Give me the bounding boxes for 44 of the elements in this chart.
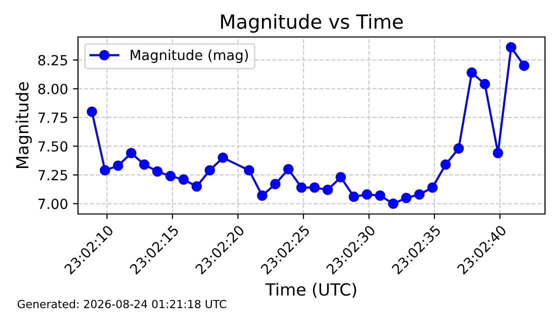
point	[256, 190, 268, 201]
legend-label: Magnitude (mag)	[130, 50, 248, 63]
point	[440, 159, 451, 170]
point	[401, 192, 412, 204]
point	[414, 189, 425, 200]
point	[453, 143, 464, 154]
point	[322, 184, 333, 196]
y-tick-label: 8.25	[38, 54, 68, 66]
point	[270, 178, 281, 190]
point	[139, 159, 150, 170]
y-axis-title: Magnitude	[16, 82, 32, 168]
point	[480, 78, 490, 90]
point	[165, 170, 176, 182]
point	[466, 67, 477, 78]
y-tick-label: 7.75	[38, 112, 68, 123]
point	[506, 42, 516, 53]
point	[204, 165, 216, 176]
y-tick-label: 7.50	[38, 141, 68, 152]
point	[283, 164, 294, 174]
point	[362, 189, 372, 200]
point	[374, 190, 386, 201]
y-tick-label: 8.00	[38, 84, 68, 94]
x-axis-title: Time (UTC)	[265, 282, 356, 298]
point	[296, 182, 307, 193]
point	[388, 198, 398, 209]
point	[100, 165, 110, 176]
point	[309, 182, 320, 193]
point	[427, 182, 438, 193]
point	[218, 152, 228, 163]
point	[348, 192, 360, 202]
y-tick-label: 7.00	[38, 198, 68, 210]
point	[336, 172, 346, 182]
point	[126, 148, 136, 158]
y-tick-label: 7.25	[38, 170, 68, 180]
point	[178, 174, 189, 185]
point	[152, 166, 163, 177]
point	[492, 148, 504, 158]
point	[86, 106, 98, 117]
text: Generated: 2026-08-24 01:21:18 UTC	[18, 300, 226, 308]
point	[518, 60, 530, 71]
chart-title: Magnitude vs Time	[221, 14, 403, 33]
point	[112, 160, 124, 171]
point	[244, 165, 254, 176]
point	[191, 181, 202, 192]
